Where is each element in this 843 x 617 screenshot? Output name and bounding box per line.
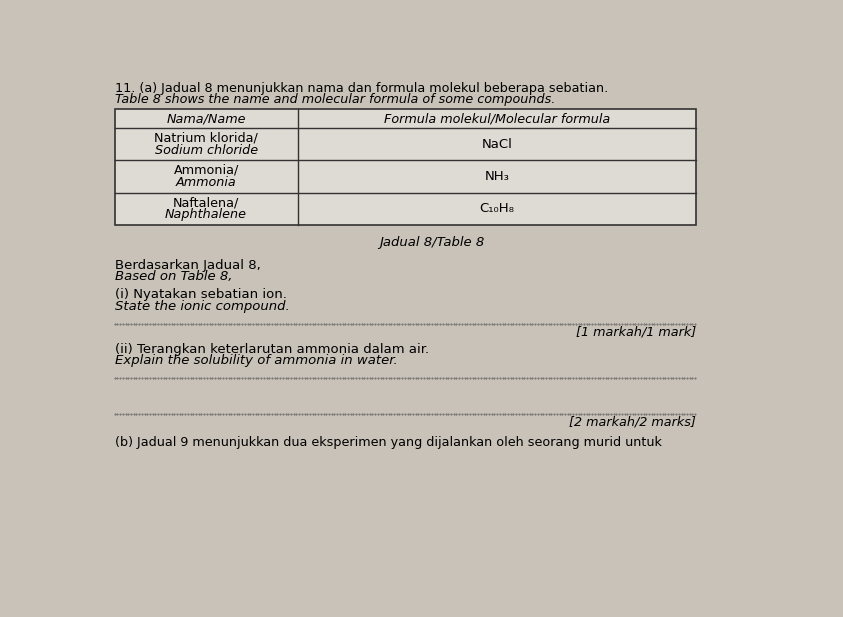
- Text: Natrium klorida/: Natrium klorida/: [154, 131, 258, 144]
- Text: Table 8 shows the name and molecular formula of some compounds.: Table 8 shows the name and molecular for…: [115, 93, 555, 106]
- Text: (b) Jadual 9 menunjukkan dua eksperimen yang dijalankan oleh seorang murid untuk: (b) Jadual 9 menunjukkan dua eksperimen …: [115, 436, 662, 449]
- Text: Formula molekul/Molecular formula: Formula molekul/Molecular formula: [384, 112, 609, 125]
- Text: [1 markah/1 mark]: [1 markah/1 mark]: [576, 326, 696, 339]
- Text: Ammonia: Ammonia: [175, 176, 237, 189]
- Text: Naphthalene: Naphthalene: [165, 209, 247, 222]
- Text: Based on Table 8,: Based on Table 8,: [115, 270, 232, 283]
- Text: Ammonia/: Ammonia/: [174, 164, 239, 177]
- Text: [2 markah/2 marks]: [2 markah/2 marks]: [569, 416, 696, 429]
- Text: Berdasarkan Jadual 8,: Berdasarkan Jadual 8,: [115, 259, 260, 272]
- Text: C₁₀H₈: C₁₀H₈: [480, 202, 514, 215]
- Text: (ii) Terangkan keterlarutan ammonia dalam air.: (ii) Terangkan keterlarutan ammonia dala…: [115, 343, 429, 356]
- Text: Sodium chloride: Sodium chloride: [154, 144, 258, 157]
- Text: 11. (a) Jadual 8 menunjukkan nama dan formula molekul beberapa sebatian.: 11. (a) Jadual 8 menunjukkan nama dan fo…: [115, 81, 608, 95]
- Text: Jadual 8/Table 8: Jadual 8/Table 8: [379, 236, 485, 249]
- Text: NH₃: NH₃: [485, 170, 509, 183]
- Bar: [115, 109, 696, 225]
- Text: State the ionic compound.: State the ionic compound.: [115, 300, 289, 313]
- Text: (i) Nyatakan sebatian ion.: (i) Nyatakan sebatian ion.: [115, 288, 287, 301]
- Bar: [115, 109, 696, 225]
- Text: Nama/Name: Nama/Name: [166, 112, 246, 125]
- Text: NaCl: NaCl: [481, 138, 513, 151]
- Text: Naftalena/: Naftalena/: [173, 196, 239, 209]
- Text: Explain the solubility of ammonia in water.: Explain the solubility of ammonia in wat…: [115, 354, 397, 367]
